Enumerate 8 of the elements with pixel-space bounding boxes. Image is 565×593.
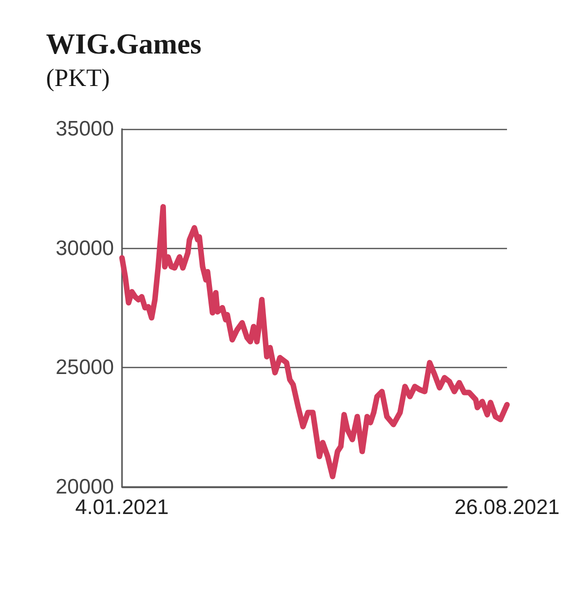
y-tick-label: 25000 bbox=[56, 356, 114, 380]
y-tick-label: 20000 bbox=[56, 476, 114, 498]
chart-title: WIG.Games bbox=[46, 28, 202, 60]
y-tick-label: 35000 bbox=[56, 118, 114, 140]
x-tick-label: 26.08.2021 bbox=[454, 496, 560, 519]
y-tick-label: 30000 bbox=[56, 236, 114, 260]
chart-subtitle: (PKT) bbox=[46, 65, 110, 92]
x-tick-label: 4.01.2021 bbox=[75, 496, 169, 519]
